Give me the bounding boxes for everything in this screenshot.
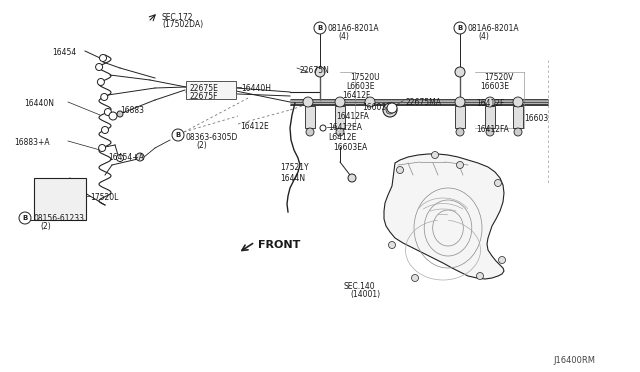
Text: 16412FA: 16412FA <box>336 112 369 121</box>
Text: (4): (4) <box>478 32 489 41</box>
Circle shape <box>314 22 326 34</box>
Circle shape <box>486 128 494 136</box>
Circle shape <box>455 67 465 77</box>
Circle shape <box>99 144 106 151</box>
Circle shape <box>431 151 438 158</box>
Text: 16412E: 16412E <box>240 122 269 131</box>
Circle shape <box>102 126 109 134</box>
Circle shape <box>109 112 117 120</box>
Circle shape <box>485 97 495 107</box>
Text: 16454+A: 16454+A <box>108 153 144 162</box>
Text: 17521Y: 17521Y <box>280 163 308 172</box>
Text: B: B <box>458 25 463 31</box>
Text: 1644N: 1644N <box>280 174 305 183</box>
Circle shape <box>388 241 396 248</box>
Circle shape <box>412 275 419 282</box>
Polygon shape <box>384 154 504 279</box>
Circle shape <box>383 103 397 117</box>
Text: 16412F: 16412F <box>476 99 504 108</box>
Bar <box>305 106 315 128</box>
Circle shape <box>365 97 375 107</box>
Text: B: B <box>175 132 180 138</box>
Circle shape <box>315 67 325 77</box>
Circle shape <box>348 174 356 182</box>
Text: 08363-6305D: 08363-6305D <box>186 133 238 142</box>
Circle shape <box>397 167 403 173</box>
Text: (2): (2) <box>196 141 207 150</box>
Circle shape <box>386 106 394 114</box>
Text: B: B <box>317 25 323 31</box>
Text: 16603: 16603 <box>524 114 548 123</box>
Circle shape <box>335 97 345 107</box>
Text: 16412FA: 16412FA <box>476 125 509 134</box>
Bar <box>34 178 86 220</box>
Text: L6412E: L6412E <box>328 133 356 142</box>
Text: 08156-61233: 08156-61233 <box>33 214 84 223</box>
Circle shape <box>19 212 31 224</box>
Text: J16400RM: J16400RM <box>553 356 595 365</box>
Circle shape <box>100 93 108 100</box>
Circle shape <box>336 128 344 136</box>
Bar <box>485 106 495 128</box>
Text: L6603E: L6603E <box>346 82 374 91</box>
Text: 16603EA: 16603EA <box>333 143 367 152</box>
Text: 16883+A: 16883+A <box>14 138 50 147</box>
Circle shape <box>387 103 397 113</box>
Circle shape <box>116 154 124 161</box>
Text: 22675N: 22675N <box>299 66 329 75</box>
Circle shape <box>456 128 464 136</box>
Text: 16412F: 16412F <box>342 91 371 100</box>
Text: 16603: 16603 <box>362 103 387 112</box>
Bar <box>455 106 465 128</box>
Text: (2): (2) <box>40 222 51 231</box>
Circle shape <box>306 128 314 136</box>
Circle shape <box>136 153 144 161</box>
Circle shape <box>99 55 106 61</box>
Text: (4): (4) <box>338 32 349 41</box>
Circle shape <box>455 97 465 107</box>
Text: 16603E: 16603E <box>480 82 509 91</box>
Text: 081A6-8201A: 081A6-8201A <box>468 24 520 33</box>
Text: SEC.172: SEC.172 <box>162 13 193 22</box>
Text: 22675MA: 22675MA <box>405 98 441 107</box>
Circle shape <box>456 161 463 169</box>
Circle shape <box>454 22 466 34</box>
Text: 16454: 16454 <box>52 48 76 57</box>
Text: (17502DA): (17502DA) <box>162 20 203 29</box>
Circle shape <box>495 180 502 186</box>
Circle shape <box>104 109 111 115</box>
Text: 22675F: 22675F <box>189 92 218 101</box>
Circle shape <box>303 97 313 107</box>
Circle shape <box>499 257 506 263</box>
Text: SEC.140: SEC.140 <box>344 282 376 291</box>
Circle shape <box>97 78 104 86</box>
Text: 081A6-8201A: 081A6-8201A <box>328 24 380 33</box>
Text: 17520V: 17520V <box>484 73 513 82</box>
Circle shape <box>477 273 483 279</box>
Text: 16440N: 16440N <box>24 99 54 108</box>
Circle shape <box>320 125 326 131</box>
Text: 17520U: 17520U <box>350 73 380 82</box>
Text: 17520L: 17520L <box>90 193 118 202</box>
Text: 22675E: 22675E <box>189 84 218 93</box>
Circle shape <box>172 129 184 141</box>
Bar <box>513 106 523 128</box>
Text: 16440H: 16440H <box>241 84 271 93</box>
Circle shape <box>95 64 102 71</box>
Circle shape <box>514 128 522 136</box>
Text: B: B <box>22 215 28 221</box>
Text: 16412EA: 16412EA <box>328 123 362 132</box>
Bar <box>335 106 345 128</box>
Circle shape <box>513 97 523 107</box>
Text: 16883: 16883 <box>120 106 144 115</box>
Text: FRONT: FRONT <box>258 240 300 250</box>
Circle shape <box>117 111 123 117</box>
Bar <box>186 81 236 99</box>
Text: (14001): (14001) <box>350 290 380 299</box>
